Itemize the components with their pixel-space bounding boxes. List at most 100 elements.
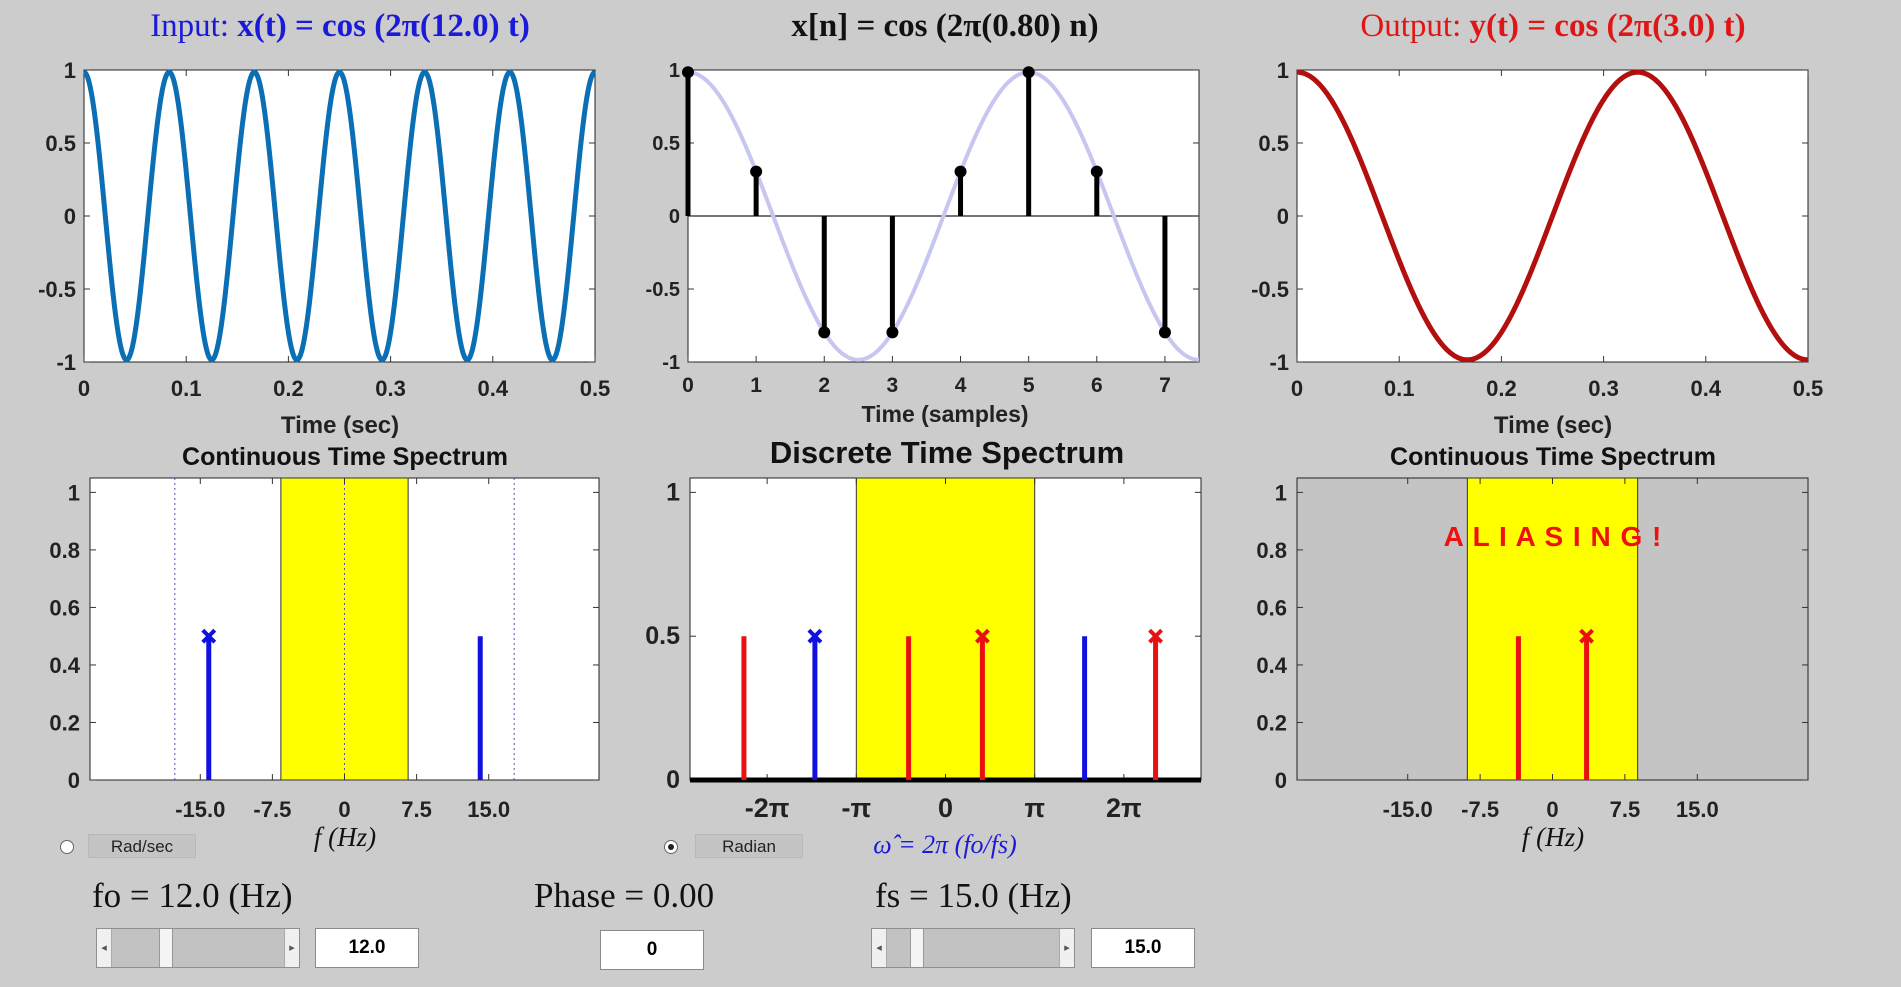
x-tick-label: 3 <box>887 374 899 397</box>
y-tick-label: 0 <box>1277 204 1289 229</box>
y-tick-label: 1 <box>1277 58 1289 83</box>
fo-slider[interactable]: ◂ ▸ <box>96 928 300 968</box>
x-tick-label: 0 <box>78 376 90 401</box>
y-tick-label: 1 <box>64 58 76 83</box>
fs-slider-thumb[interactable] <box>910 929 924 967</box>
y-tick-label: 0 <box>666 766 680 794</box>
fs-slider[interactable]: ◂ ▸ <box>871 928 1075 968</box>
y-tick-label: 0.6 <box>49 595 80 620</box>
x-tick-label: 0 <box>938 793 953 823</box>
y-tick-label: 1 <box>669 60 680 82</box>
radian-radio-label[interactable]: Radian <box>695 834 803 858</box>
discrete-plot-title: x[n] = cos (2π(0.80) n) <box>791 8 1098 45</box>
ct-right-xlabel: f (Hz) <box>1521 822 1585 852</box>
spectral-line-marker <box>1148 628 1163 644</box>
radsec-radio-label[interactable]: Rad/sec <box>88 834 196 858</box>
x-tick-label: 0.4 <box>1691 376 1722 401</box>
spectral-line-marker <box>974 628 990 644</box>
y-tick-label: 1 <box>666 478 680 506</box>
y-tick-label: -1 <box>56 350 76 375</box>
y-tick-label: 0.4 <box>49 653 80 678</box>
stem-marker <box>1090 165 1103 178</box>
x-tick-label: 1 <box>750 374 762 397</box>
spectrum-plot-3: 1 0.8 0.6 0.4 0.2 0 -15.0 -7.5 0 7.5 15.0 <box>49 477 600 822</box>
x-tick-label: -7.5 <box>253 797 291 822</box>
output-xlabel: Time (sec) <box>1493 412 1613 439</box>
y-tick-label: 0.8 <box>1256 538 1287 563</box>
x-tick-label: π <box>1024 793 1045 823</box>
y-tick-label: 1 <box>1275 480 1287 505</box>
y-tick-label: 0.2 <box>49 710 80 735</box>
input-title-prefix: Input: <box>150 8 230 44</box>
x-tick-label: 15.0 <box>467 797 510 822</box>
time-plot-0-frame <box>83 69 596 363</box>
stem-marker <box>750 165 763 178</box>
discrete-xlabel: Time (samples) <box>861 401 1029 427</box>
y-tick-label: -1 <box>662 352 680 374</box>
stem-marker <box>682 66 694 79</box>
fs-slider-right-arrow[interactable]: ▸ <box>1059 929 1074 967</box>
output-title-prefix: Output: <box>1360 8 1462 44</box>
y-tick-label: 0.2 <box>1256 710 1287 735</box>
x-tick-label: 0.3 <box>1588 376 1619 401</box>
radian-radio[interactable] <box>664 840 678 854</box>
dt-spectrum-title: Discrete Time Spectrum <box>769 435 1125 470</box>
x-tick-label: 0.5 <box>580 376 611 401</box>
y-tick-label: 1 <box>68 480 80 505</box>
fo-value-input[interactable]: 12.0 <box>315 928 419 968</box>
x-tick-label: 0 <box>1291 376 1303 401</box>
x-tick-label: 2 <box>818 374 830 397</box>
fs-slider-left-arrow[interactable]: ◂ <box>872 929 887 967</box>
fs-label: fs = 15.0 (Hz) <box>875 876 1072 915</box>
aliasing-warning: A L I A S I N G ! <box>1443 521 1663 552</box>
x-tick-label: -7.5 <box>1461 797 1499 822</box>
x-tick-label: 0 <box>682 374 694 397</box>
fo-slider-left-arrow[interactable]: ◂ <box>97 929 112 967</box>
stem-marker <box>1022 66 1035 79</box>
stem-marker <box>954 165 967 178</box>
y-tick-label: 0 <box>68 768 80 793</box>
input-signal-curve <box>83 69 596 363</box>
x-tick-label: 0 <box>338 797 350 822</box>
y-tick-label: -0.5 <box>646 279 680 301</box>
x-tick-label: 6 <box>1091 374 1103 397</box>
spectral-line-marker <box>201 628 217 644</box>
fo-slider-thumb[interactable] <box>159 929 173 967</box>
x-tick-label: 7.5 <box>401 797 432 822</box>
y-tick-label: 0.6 <box>1256 595 1287 620</box>
discrete-title-formula: x[n] = cos (2π(0.80) n) <box>791 8 1099 44</box>
time-plot-0: 10.50-0.5-10 0.1 0.2 0.3 0.4 0.5 <box>38 58 610 401</box>
y-tick-label: -0.5 <box>38 277 76 302</box>
spectral-line-marker <box>807 628 823 644</box>
ct-spectrum-right-title: Continuous Time Spectrum <box>1390 443 1716 471</box>
spectrum-plot-5: 1 0.8 0.6 0.4 0.2 0 -15.0 -7.5 0 7.5 15.0 <box>1256 477 1809 822</box>
y-tick-label: 0 <box>64 204 76 229</box>
input-title-formula: x(t) = cos (2π(12.0) t) <box>237 8 530 44</box>
phase-value-input[interactable]: 0 <box>600 930 704 970</box>
x-tick-label: -15.0 <box>1383 797 1433 822</box>
dt-xlabel: ω̂ = 2π (fo/fs) <box>873 830 1017 859</box>
x-tick-label: 0.5 <box>1793 376 1824 401</box>
x-tick-label: 0.1 <box>171 376 202 401</box>
stem-marker <box>886 326 899 339</box>
x-tick-label: 0.2 <box>1486 376 1517 401</box>
fo-slider-right-arrow[interactable]: ▸ <box>284 929 299 967</box>
fs-value-input[interactable]: 15.0 <box>1091 928 1195 968</box>
y-tick-label: 0.4 <box>1256 653 1287 678</box>
ct-left-xlabel: f (Hz) <box>313 822 377 852</box>
output-plot-title: Output: y(t) = cos (2π(3.0) t) <box>1360 8 1745 45</box>
x-tick-label: 0.4 <box>478 376 509 401</box>
x-tick-label: 0.3 <box>375 376 406 401</box>
radsec-radio[interactable] <box>60 840 74 854</box>
x-tick-label: 0.1 <box>1384 376 1415 401</box>
x-tick-label: 5 <box>1023 374 1035 397</box>
y-tick-label: 0.8 <box>49 538 80 563</box>
y-tick-label: 0 <box>1275 768 1287 793</box>
time-plot-2: 10.50-0.5-10 0.1 0.2 0.3 0.4 0.5 <box>1251 58 1823 401</box>
x-tick-label: -π <box>841 793 871 823</box>
x-tick-label: -15.0 <box>175 797 225 822</box>
x-tick-label: 2π <box>1106 793 1142 823</box>
y-tick-label: 0 <box>669 206 680 228</box>
output-title-formula: y(t) = cos (2π(3.0) t) <box>1469 8 1746 44</box>
